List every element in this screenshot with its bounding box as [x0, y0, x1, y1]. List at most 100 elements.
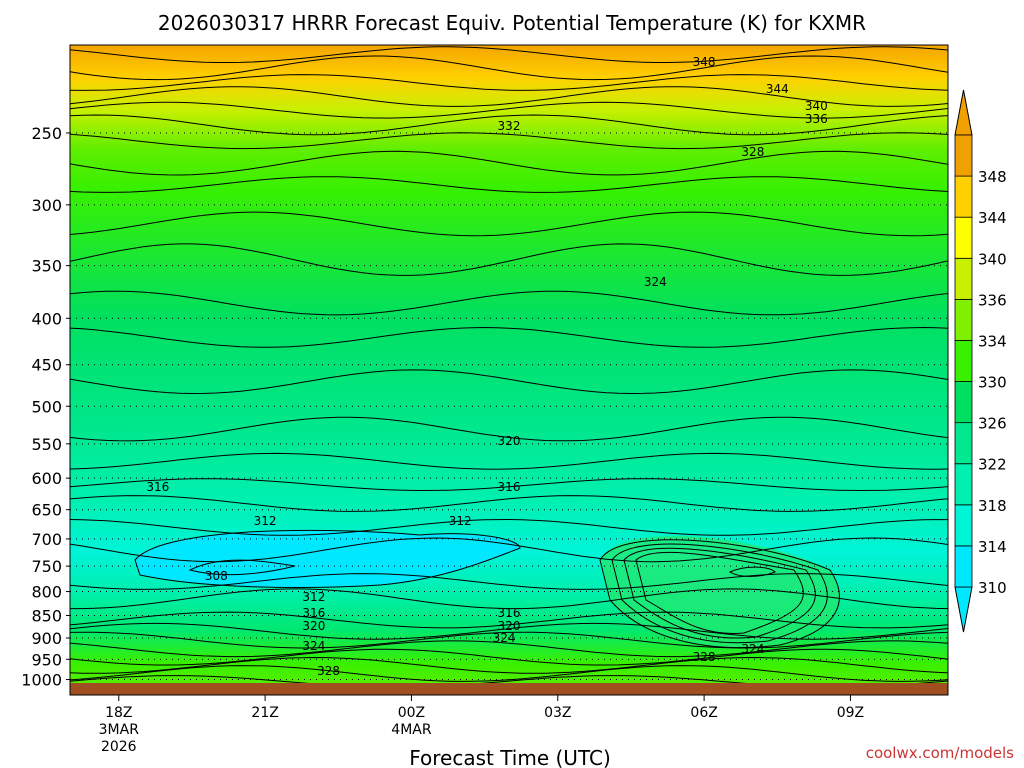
contour-label-324-1: 324	[302, 639, 325, 653]
contour-label-316-1: 316	[498, 480, 521, 494]
colorbar-label-326: 326	[978, 415, 1007, 433]
contour-line-20	[70, 573, 948, 590]
contour-label-340-0: 340	[805, 99, 828, 113]
ytick-label-400: 400	[31, 309, 62, 328]
contour-label-312-2: 312	[302, 590, 325, 604]
contour-lines	[70, 46, 948, 688]
xtick-label-2-1: 4MAR	[391, 722, 432, 738]
contour-line-7	[70, 150, 948, 176]
colorbar-top-arrow	[954, 89, 973, 136]
contour-label-344-0: 344	[766, 82, 789, 96]
xtick-label-4-0: 06Z	[690, 705, 717, 721]
contour-line-23	[70, 622, 948, 640]
contour-label-320-1: 320	[302, 619, 325, 633]
contour-label-308-0: 308	[205, 569, 228, 583]
ytick-label-700: 700	[31, 530, 62, 549]
contour-cold-core	[188, 559, 296, 576]
contour-line-16	[70, 478, 948, 492]
contour-line-0	[70, 46, 948, 63]
xtick-label-0-0: 18Z	[105, 705, 132, 721]
contour-line-1	[70, 55, 948, 81]
colorbar-swatch-310	[954, 545, 973, 588]
contour-label-324-3: 324	[741, 642, 764, 656]
colorbar-swatch-330	[954, 340, 973, 382]
contour-label-312-0: 312	[254, 514, 277, 528]
contour-label-316-2: 316	[302, 606, 325, 620]
xtick-label-1-0: 21Z	[251, 705, 278, 721]
colorbar-label-344: 344	[978, 209, 1007, 227]
colorbar-label-330: 330	[978, 374, 1007, 392]
contour-label-332-0: 332	[498, 119, 521, 133]
contour-labels: 3483443403363323283283283243243243243203…	[146, 55, 828, 678]
contour-line-25	[70, 640, 948, 658]
contour-line-8	[70, 176, 948, 193]
contour-line-5	[70, 114, 948, 136]
contour-label-348-0: 348	[693, 55, 716, 69]
colorbar-swatch-340	[954, 216, 973, 259]
contour-line-11	[70, 290, 948, 316]
colorbar-swatch-344	[954, 175, 973, 218]
credit-text: coolwx.com/models	[866, 744, 1014, 762]
colorbar-swatch-314	[954, 504, 973, 547]
ytick-label-800: 800	[31, 583, 62, 602]
xtick-label-0-2: 2026	[101, 739, 137, 755]
contour-label-324-0: 324	[644, 275, 667, 289]
xtick-label-0-1: 3MAR	[99, 722, 140, 738]
contour-line-10	[70, 243, 948, 276]
colorbar-label-348: 348	[978, 168, 1007, 186]
contour-line-21	[70, 588, 948, 610]
colorbar-label-340: 340	[978, 250, 1007, 268]
colorbar-label-322: 322	[978, 456, 1007, 474]
surface-band	[70, 683, 948, 695]
contour-label-328-2: 328	[693, 650, 716, 664]
ytick-label-850: 850	[31, 606, 62, 625]
contour-line-12	[70, 326, 948, 348]
colorbar: 310 314 318 322 326 330 334 336 340 344 348	[954, 89, 1007, 633]
colorbar-swatch-326	[954, 381, 973, 424]
colorbar-label-310: 310	[978, 579, 1007, 597]
ytick-label-500: 500	[31, 397, 62, 416]
ytick-label-750: 750	[31, 557, 62, 576]
contour-label-320-2: 320	[498, 619, 521, 633]
ytick-label-550: 550	[31, 435, 62, 454]
contour-warm-bulge-2	[623, 547, 816, 639]
ytick-label-350: 350	[31, 257, 62, 276]
ytick-label-900: 900	[31, 629, 62, 648]
contour-line-3	[70, 86, 948, 107]
contour-line-13	[70, 369, 948, 395]
ytick-label-1000: 1000	[21, 671, 62, 690]
contour-line-14	[70, 416, 948, 442]
colorbar-label-334: 334	[978, 333, 1007, 351]
ytick-label-250: 250	[31, 124, 62, 143]
contour-warm-core	[728, 566, 776, 577]
xtick-label-3-0: 03Z	[544, 705, 571, 721]
colorbar-swatch-318	[954, 463, 973, 506]
contour-warm-bulge-3	[635, 551, 804, 635]
ytick-label-300: 300	[31, 196, 62, 215]
colorbar-swatch-348	[954, 134, 973, 177]
colorbar-label-318: 318	[978, 497, 1007, 515]
contour-label-324-2: 324	[493, 631, 516, 645]
contour-label-336-0: 336	[805, 112, 828, 126]
colorbar-swatch-322	[954, 422, 973, 465]
pressure-axis: 250 300 350 400 450 500 550 600 650 700 750 800 850 9…	[21, 124, 70, 690]
contour-warm-bulge-0	[599, 539, 840, 648]
colorbar-swatch-334	[954, 298, 973, 341]
x-axis-title: Forecast Time (UTC)	[409, 746, 611, 768]
contour-label-328-0: 328	[741, 145, 764, 159]
contour-line-9	[70, 211, 948, 237]
plot-frame	[69, 44, 949, 696]
ytick-label-650: 650	[31, 501, 62, 520]
contour-line-17	[70, 495, 948, 512]
contour-label-316-3: 316	[498, 606, 521, 620]
colorbar-bottom-arrow	[954, 586, 973, 633]
pressure-gridlines	[70, 132, 948, 681]
contour-label-312-1: 312	[449, 514, 472, 528]
contour-warm-bulge-1	[611, 543, 828, 644]
ytick-label-950: 950	[31, 650, 62, 669]
contour-line-2	[70, 74, 948, 91]
cold-pocket-fill	[135, 530, 520, 588]
xtick-label-5-0: 09Z	[837, 705, 864, 721]
contour-cold-pocket	[134, 529, 521, 589]
